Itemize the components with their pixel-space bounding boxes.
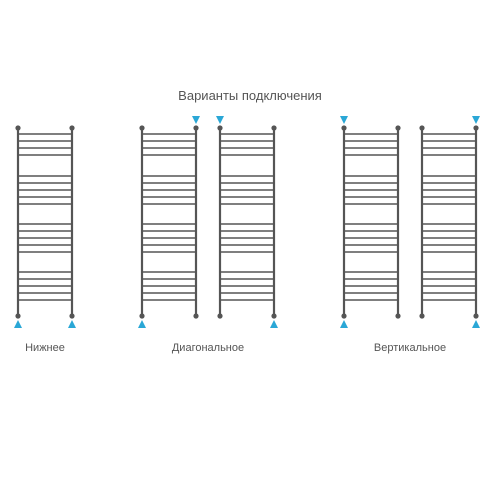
- flow-arrow-icon: [270, 320, 278, 328]
- flow-arrow-icon: [192, 116, 200, 124]
- flow-arrow-icon: [472, 116, 480, 124]
- diagram-title: Варианты подключения: [0, 88, 500, 103]
- connection-caption: Вертикальное: [334, 342, 486, 354]
- radiator-diagram: [210, 120, 284, 326]
- flow-arrow-icon: [472, 320, 480, 328]
- flow-arrow-icon: [138, 320, 146, 328]
- flow-arrow-icon: [340, 320, 348, 328]
- radiator-diagram: [8, 120, 82, 326]
- flow-arrow-icon: [14, 320, 22, 328]
- radiator-diagram: [334, 120, 408, 326]
- flow-arrow-icon: [68, 320, 76, 328]
- flow-arrow-icon: [340, 116, 348, 124]
- connection-caption: Диагональное: [132, 342, 284, 354]
- radiator-diagram: [412, 120, 486, 326]
- radiator-diagram: [132, 120, 206, 326]
- connection-caption: Нижнее: [8, 342, 82, 354]
- flow-arrow-icon: [216, 116, 224, 124]
